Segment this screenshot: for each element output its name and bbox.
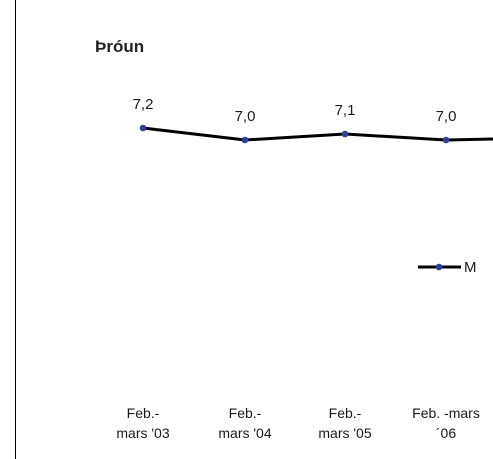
x-axis-tick-labels: Feb.-mars '03 Feb.-mars '04 Feb.-mars '05 F… — [116, 405, 479, 441]
x-tick-label-4: Feb. -mars ´06 — [412, 405, 480, 441]
data-point-1 — [139, 124, 147, 132]
legend-marker — [435, 263, 443, 271]
data-label-3: 7,1 — [335, 102, 356, 119]
series-layer — [139, 124, 493, 144]
data-label-4: 7,0 — [436, 108, 457, 125]
x-tick-label-1: Feb.-mars '03 — [116, 405, 169, 441]
data-point-3 — [341, 130, 349, 138]
data-labels: 7,2 7,0 7,1 7,0 — [133, 96, 457, 125]
legend-label: M — [464, 259, 477, 276]
x-tick-label-3: Feb.-mars '05 — [318, 405, 371, 441]
chart-title: Þróun — [95, 37, 144, 56]
data-point-4 — [442, 136, 450, 144]
legend: M — [418, 259, 477, 276]
data-label-1: 7,2 — [133, 96, 154, 113]
data-label-2: 7,0 — [235, 108, 256, 125]
data-point-2 — [241, 136, 249, 144]
x-tick-label-2: Feb.-mars '04 — [218, 405, 271, 441]
